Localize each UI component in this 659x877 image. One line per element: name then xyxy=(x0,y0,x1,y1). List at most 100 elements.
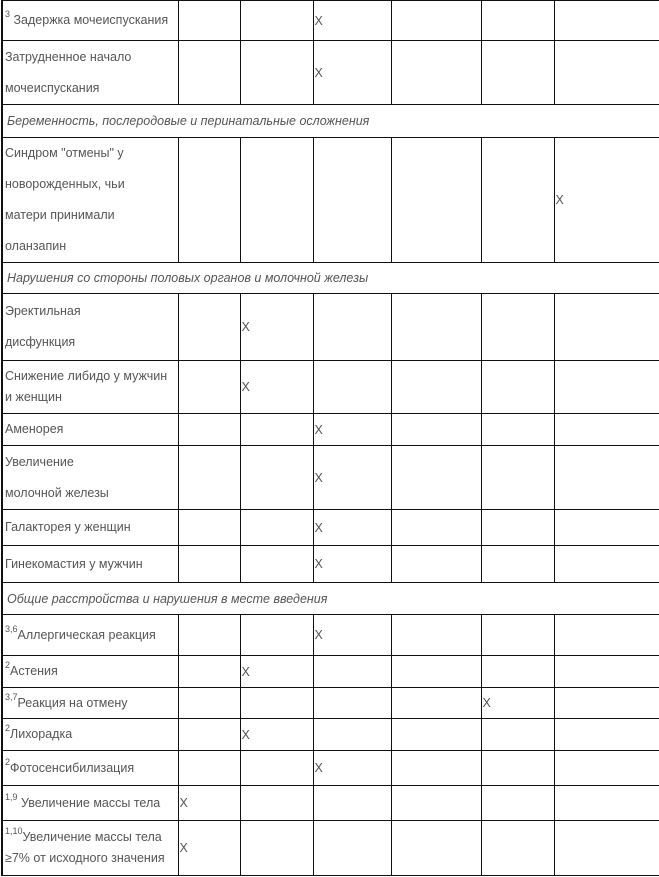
frequency-cell xyxy=(553,509,659,546)
row-label: Затрудненное начало мочеиспускания xyxy=(1,40,179,105)
table-row: Синдром "отмены" у новорожденных, чьи мате… xyxy=(1,137,659,263)
frequency-cell xyxy=(177,445,241,510)
frequency-cell xyxy=(177,293,241,361)
frequency-cell xyxy=(480,137,555,263)
footnote-ref: 3,7 xyxy=(5,691,18,702)
table-row: 3,7Реакция на отмену X xyxy=(1,687,659,719)
row-label: 2Лихорадка xyxy=(1,718,179,751)
label-line: матери принимали xyxy=(5,208,115,222)
label-line: и женщин xyxy=(5,390,62,404)
footnote-ref: 3,6 xyxy=(5,623,18,634)
label-line: дисфункция xyxy=(5,335,76,349)
frequency-cell xyxy=(480,0,555,41)
table-row: Аменорея X xyxy=(1,413,659,446)
label-line: Снижение либидо у мужчин xyxy=(5,369,168,383)
footnote-ref: 1,9 xyxy=(5,791,18,802)
label-line: Реакция на отмену xyxy=(17,695,128,710)
frequency-cell xyxy=(480,655,555,688)
row-label: 3,6Аллергическая реакция xyxy=(1,614,179,656)
label-line: Затрудненное начало xyxy=(5,49,132,64)
frequency-cell xyxy=(239,509,314,546)
table-row: 1,10Увеличение массы тела ≥7% от исходног… xyxy=(1,820,659,876)
frequency-cell xyxy=(390,545,482,583)
frequency-cell xyxy=(390,40,482,105)
frequency-cell xyxy=(480,40,555,105)
frequency-cell xyxy=(390,0,482,41)
frequency-cell xyxy=(390,614,482,656)
frequency-cell xyxy=(480,718,555,751)
row-label: Эректильная дисфункция xyxy=(1,293,179,361)
frequency-cell xyxy=(239,445,314,510)
frequency-cell xyxy=(553,718,659,751)
label-line: Увеличение массы тела xyxy=(22,830,162,844)
frequency-cell xyxy=(390,718,482,751)
footnote-ref: 2 xyxy=(5,756,11,767)
frequency-cell xyxy=(553,360,659,414)
frequency-cell xyxy=(177,718,241,751)
footnote-ref: 2 xyxy=(5,723,11,733)
table-row: 2Фотосенсибилизация X xyxy=(1,750,659,786)
table-row: Увеличение молочной железы X xyxy=(1,445,659,510)
table-row: 2Лихорадка X xyxy=(1,718,659,751)
frequency-cell xyxy=(390,687,482,719)
frequency-cell xyxy=(177,0,241,41)
frequency-cell: X xyxy=(312,509,392,546)
label-line: оланзапин xyxy=(5,239,67,253)
frequency-cell xyxy=(177,137,241,263)
footnote-ref: 3 xyxy=(5,9,11,19)
frequency-cell xyxy=(553,687,659,719)
section-header-row: Беременность, послеродовые и перинатальн… xyxy=(1,104,659,138)
table-row: Гинекомастия у мужчин X xyxy=(1,545,659,583)
row-label: 3 Задержка мочеиспускания xyxy=(1,0,179,41)
row-label: 1,9 Увеличение массы тела xyxy=(1,785,179,821)
frequency-cell xyxy=(239,687,314,719)
section-title: Беременность, послеродовые и перинатальн… xyxy=(1,104,659,138)
frequency-cell xyxy=(177,360,241,414)
frequency-cell xyxy=(312,137,392,263)
frequency-cell xyxy=(312,785,392,821)
table-row: 1,9 Увеличение массы тела X xyxy=(1,785,659,821)
frequency-cell: X xyxy=(312,614,392,656)
frequency-cell: X xyxy=(312,413,392,446)
label-line: Задержка мочеиспускания xyxy=(10,13,169,27)
table-row: Эректильная дисфункция X xyxy=(1,293,659,361)
frequency-cell: X xyxy=(239,293,314,361)
frequency-cell xyxy=(312,293,392,361)
section-title: Нарушения со стороны половых органов и м… xyxy=(1,262,659,294)
section-header-row: Нарушения со стороны половых органов и м… xyxy=(1,262,659,294)
frequency-cell: X xyxy=(239,718,314,751)
frequency-cell xyxy=(239,413,314,446)
table-row: 3,6Аллергическая реакция X xyxy=(1,614,659,656)
row-label: Аменорея xyxy=(1,413,179,446)
frequency-cell xyxy=(480,360,555,414)
frequency-cell xyxy=(480,785,555,821)
label-line: новорожденных, чьи xyxy=(5,177,125,191)
frequency-cell xyxy=(553,0,659,41)
frequency-cell xyxy=(480,509,555,546)
frequency-cell xyxy=(390,509,482,546)
frequency-cell xyxy=(177,545,241,583)
frequency-cell xyxy=(177,687,241,719)
label-line: Фотосенсибилизация xyxy=(10,760,135,775)
label-line: Гинекомастия у мужчин xyxy=(5,556,143,571)
row-label: Увеличение молочной железы xyxy=(1,445,179,510)
label-line: молочной железы xyxy=(5,485,109,500)
label-line: ≥7% от исходного значения xyxy=(5,851,165,865)
frequency-cell xyxy=(390,820,482,876)
row-label: 1,10Увеличение массы тела ≥7% от исходног… xyxy=(1,820,179,876)
frequency-cell xyxy=(239,40,314,105)
section-title: Общие расстройства и нарушения в месте в… xyxy=(1,582,659,615)
frequency-cell xyxy=(177,413,241,446)
footnote-ref: 2 xyxy=(5,660,11,670)
frequency-cell xyxy=(390,445,482,510)
frequency-cell xyxy=(239,750,314,786)
table-row: Галакторея у женщин X xyxy=(1,509,659,546)
frequency-cell xyxy=(390,293,482,361)
frequency-cell: X xyxy=(553,137,659,263)
frequency-cell xyxy=(177,509,241,546)
frequency-cell xyxy=(553,293,659,361)
frequency-cell: X xyxy=(312,545,392,583)
row-label: Галакторея у женщин xyxy=(1,509,179,546)
frequency-cell: X xyxy=(177,785,241,821)
